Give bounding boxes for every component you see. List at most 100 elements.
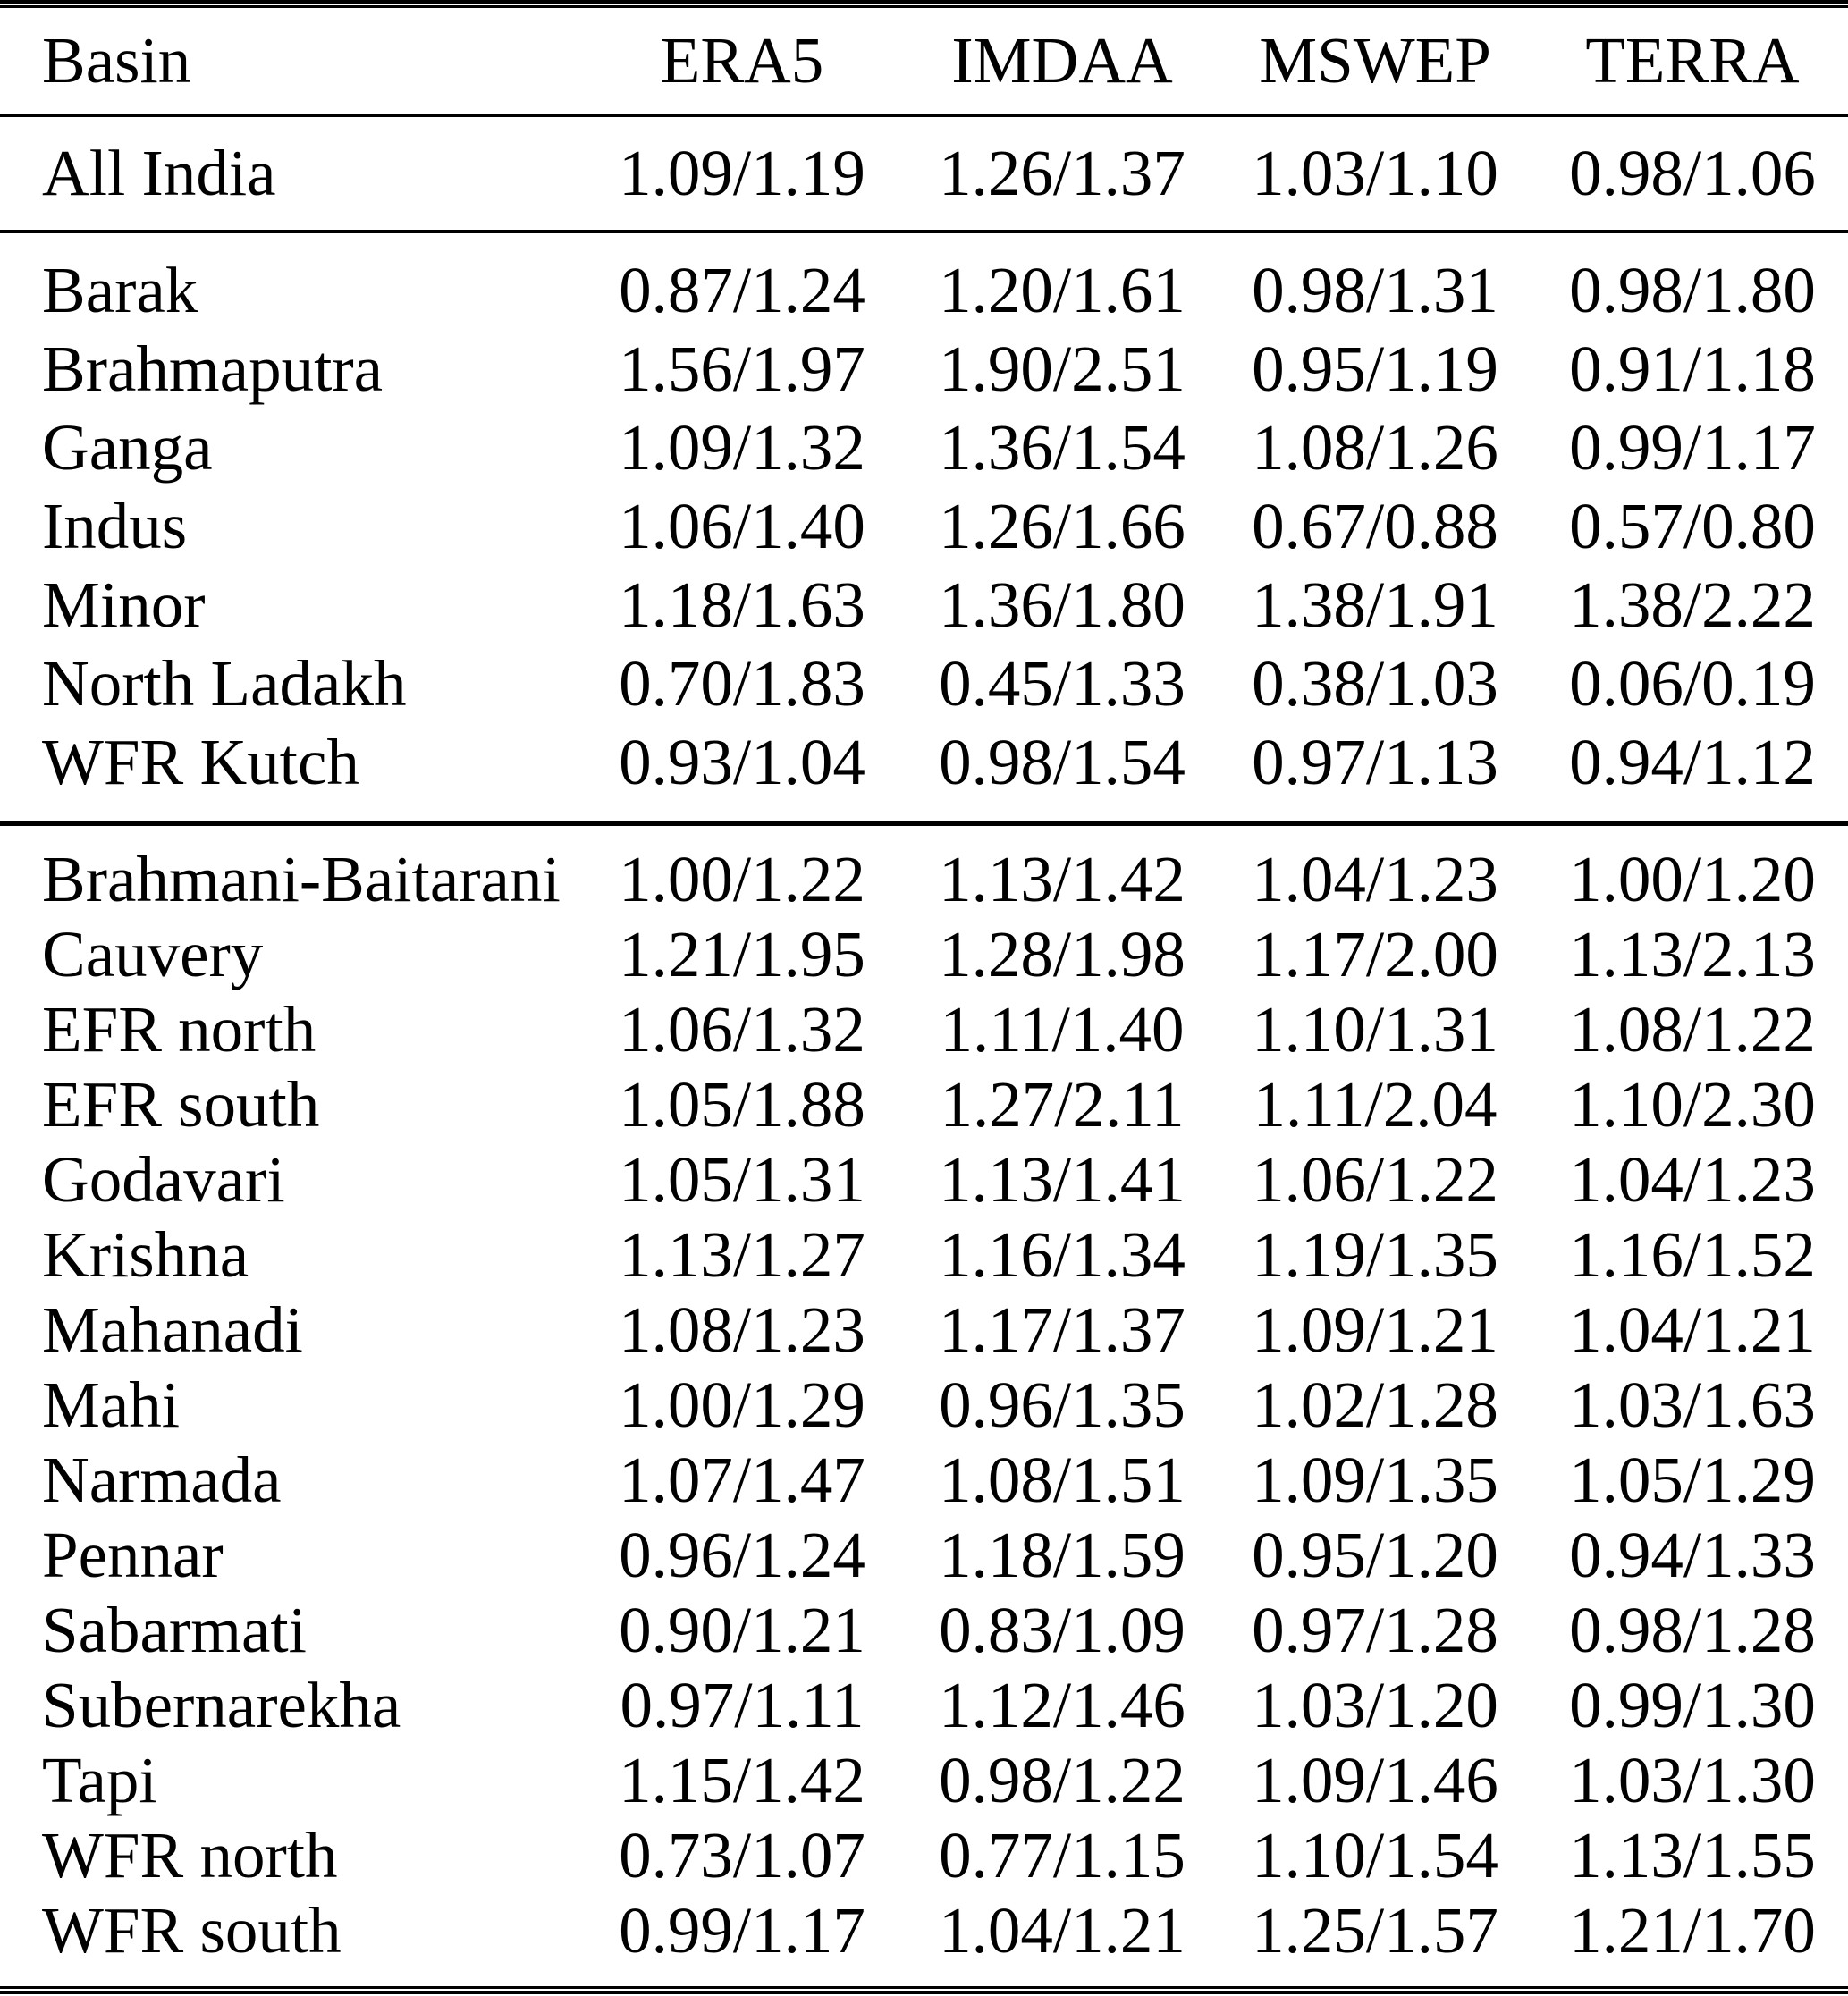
value-cell: 0.90/1.21 — [619, 1593, 865, 1666]
basin-cell: Krishna — [42, 1217, 249, 1291]
value-cell: 0.96/1.35 — [939, 1368, 1186, 1441]
value-cell: 1.06/1.22 — [1252, 1142, 1498, 1216]
column-header-imdaa: IMDAA — [911, 8, 1213, 117]
value-cell: 1.26/1.66 — [939, 489, 1186, 562]
value-cell: 0.94/1.12 — [1537, 723, 1848, 826]
value-cell: 1.15/1.42 — [619, 1743, 865, 1816]
table-row: All India 1.09/1.19 1.26/1.37 1.03/1.10 0.98… — [0, 115, 1848, 233]
value-cell: 1.20/1.61 — [939, 253, 1186, 326]
value-cell: 1.18/1.63 — [619, 568, 865, 641]
value-cell: 1.03/1.63 — [1569, 1368, 1816, 1441]
value-cell: 1.06/1.32 — [619, 992, 865, 1065]
value-cell: 1.27/2.11 — [940, 1067, 1185, 1141]
group-all-india: All India 1.09/1.19 1.26/1.37 1.03/1.10 0.98… — [0, 115, 1848, 233]
value-cell: 0.95/1.19 — [1252, 332, 1498, 405]
table-row: WFR south 0.99/1.17 1.04/1.21 1.25/1.57 1.21… — [0, 1893, 1848, 1986]
value-cell: 1.07/1.47 — [619, 1443, 865, 1516]
table-row: Barak 0.87/1.24 1.20/1.61 0.98/1.31 0.98/1.8… — [0, 232, 1848, 330]
value-cell: 0.98/1.22 — [939, 1743, 1186, 1816]
basin-cell: EFR south — [42, 1067, 320, 1141]
value-cell: 1.56/1.97 — [619, 332, 865, 405]
bottom-rule-thick — [0, 1991, 1848, 1994]
column-header-basin: Basin — [0, 8, 573, 117]
value-cell: 0.97/1.11 — [620, 1668, 865, 1741]
value-cell: 0.93/1.04 — [573, 723, 911, 826]
basin-cell: Tapi — [42, 1743, 157, 1816]
group-basins-1: Barak 0.87/1.24 1.20/1.61 0.98/1.31 0.98/1.8… — [0, 232, 1848, 826]
value-cell: 1.05/1.88 — [619, 1067, 865, 1141]
value-cell: 1.03/1.20 — [1252, 1668, 1498, 1741]
basin-cell: Godavari — [42, 1142, 285, 1216]
top-rule-thin — [0, 5, 1848, 8]
value-cell: 1.05/1.29 — [1569, 1443, 1816, 1516]
value-cell: 0.73/1.07 — [619, 1818, 865, 1891]
value-cell: 1.00/1.22 — [619, 842, 865, 915]
table-row: Ganga 1.09/1.32 1.36/1.54 1.08/1.26 0.99/1.1… — [0, 408, 1848, 487]
value-cell: 1.19/1.35 — [1252, 1217, 1498, 1291]
value-cell: 1.13/2.13 — [1569, 917, 1816, 990]
table-row: Godavari 1.05/1.31 1.13/1.41 1.06/1.22 1.04/… — [0, 1142, 1848, 1217]
basin-cell: WFR north — [42, 1818, 338, 1891]
value-cell: 0.06/0.19 — [1569, 646, 1816, 720]
table-row: Krishna 1.13/1.27 1.16/1.34 1.19/1.35 1.16/1… — [0, 1217, 1848, 1293]
basin-cell: Sabarmati — [42, 1593, 307, 1666]
value-cell: 1.11/2.04 — [1253, 1067, 1498, 1141]
top-rule-thick — [0, 0, 1848, 4]
basin-metrics-table: Basin ERA5 IMDAA MSWEP TERRA All India 1.… — [0, 8, 1848, 1986]
value-cell: 0.87/1.24 — [619, 253, 865, 326]
basin-cell: Indus — [42, 489, 188, 562]
column-header-terra: TERRA — [1537, 8, 1848, 117]
basin-cell: Barak — [42, 253, 198, 326]
value-cell: 1.36/1.54 — [939, 410, 1186, 484]
value-cell: 1.09/1.19 — [573, 115, 911, 233]
value-cell: 1.04/1.23 — [1569, 1142, 1816, 1216]
value-cell: 1.03/1.30 — [1569, 1743, 1816, 1816]
value-cell: 1.09/1.32 — [619, 410, 865, 484]
table-row: Brahmani-Baitarani 1.00/1.22 1.13/1.42 1.04… — [0, 824, 1848, 918]
basin-cell: Pennar — [42, 1518, 224, 1591]
value-cell: 1.08/1.22 — [1569, 992, 1816, 1065]
basin-cell: Subernarekha — [42, 1668, 401, 1741]
table-row: Cauvery 1.21/1.95 1.28/1.98 1.17/2.00 1.13/2… — [0, 917, 1848, 992]
value-cell: 0.97/1.13 — [1213, 723, 1537, 826]
value-cell: 0.70/1.83 — [619, 646, 865, 720]
column-header-era5: ERA5 — [573, 8, 911, 117]
value-cell: 1.10/1.31 — [1252, 992, 1498, 1065]
value-cell: 1.04/1.21 — [1569, 1293, 1816, 1366]
value-cell: 0.83/1.09 — [939, 1593, 1186, 1666]
table-row: Pennar 0.96/1.24 1.18/1.59 0.95/1.20 0.94/1.… — [0, 1518, 1848, 1593]
value-cell: 1.00/1.29 — [619, 1368, 865, 1441]
value-cell: 1.16/1.52 — [1569, 1217, 1816, 1291]
table-row: Mahanadi 1.08/1.23 1.17/1.37 1.09/1.21 1.04/… — [0, 1293, 1848, 1368]
value-cell: 1.08/1.26 — [1252, 410, 1498, 484]
value-cell: 1.38/2.22 — [1569, 568, 1816, 641]
basin-cell: Cauvery — [42, 917, 264, 990]
value-cell: 0.99/1.30 — [1569, 1668, 1816, 1741]
value-cell: 1.09/1.21 — [1252, 1293, 1498, 1366]
table-row: North Ladakh 0.70/1.83 0.45/1.33 0.38/1.03 0… — [0, 644, 1848, 723]
bottom-rule-thin — [0, 1986, 1848, 1989]
value-cell: 1.16/1.34 — [939, 1217, 1186, 1291]
value-cell: 1.00/1.20 — [1569, 842, 1816, 915]
table-row: Indus 1.06/1.40 1.26/1.66 0.67/0.88 0.57/0.8… — [0, 487, 1848, 566]
value-cell: 1.13/1.41 — [939, 1142, 1186, 1216]
table-row: EFR south 1.05/1.88 1.27/2.11 1.11/2.04 1.10… — [0, 1067, 1848, 1142]
value-cell: 1.09/1.46 — [1252, 1743, 1498, 1816]
table-row: Narmada 1.07/1.47 1.08/1.51 1.09/1.35 1.05/1… — [0, 1443, 1848, 1518]
basin-cell: Minor — [42, 568, 206, 641]
value-cell: 1.28/1.98 — [939, 917, 1186, 990]
value-cell: 1.26/1.37 — [911, 115, 1213, 233]
value-cell: 1.12/1.46 — [939, 1668, 1186, 1741]
value-cell: 0.99/1.17 — [1569, 410, 1816, 484]
table-row: Mahi 1.00/1.29 0.96/1.35 1.02/1.28 1.03/1.63 — [0, 1368, 1848, 1443]
value-cell: 1.17/1.37 — [939, 1293, 1186, 1366]
basin-cell: WFR south — [42, 1893, 342, 1967]
value-cell: 0.57/0.80 — [1569, 489, 1816, 562]
table-row: Minor 1.18/1.63 1.36/1.80 1.38/1.91 1.38/2.2… — [0, 566, 1848, 644]
value-cell: 1.13/1.27 — [619, 1217, 865, 1291]
value-cell: 1.10/2.30 — [1569, 1067, 1816, 1141]
value-cell: 1.13/1.42 — [939, 842, 1186, 915]
table-row: WFR north 0.73/1.07 0.77/1.15 1.10/1.54 1.13… — [0, 1818, 1848, 1893]
value-cell: 1.04/1.21 — [939, 1893, 1186, 1967]
value-cell: 0.99/1.17 — [619, 1893, 865, 1967]
